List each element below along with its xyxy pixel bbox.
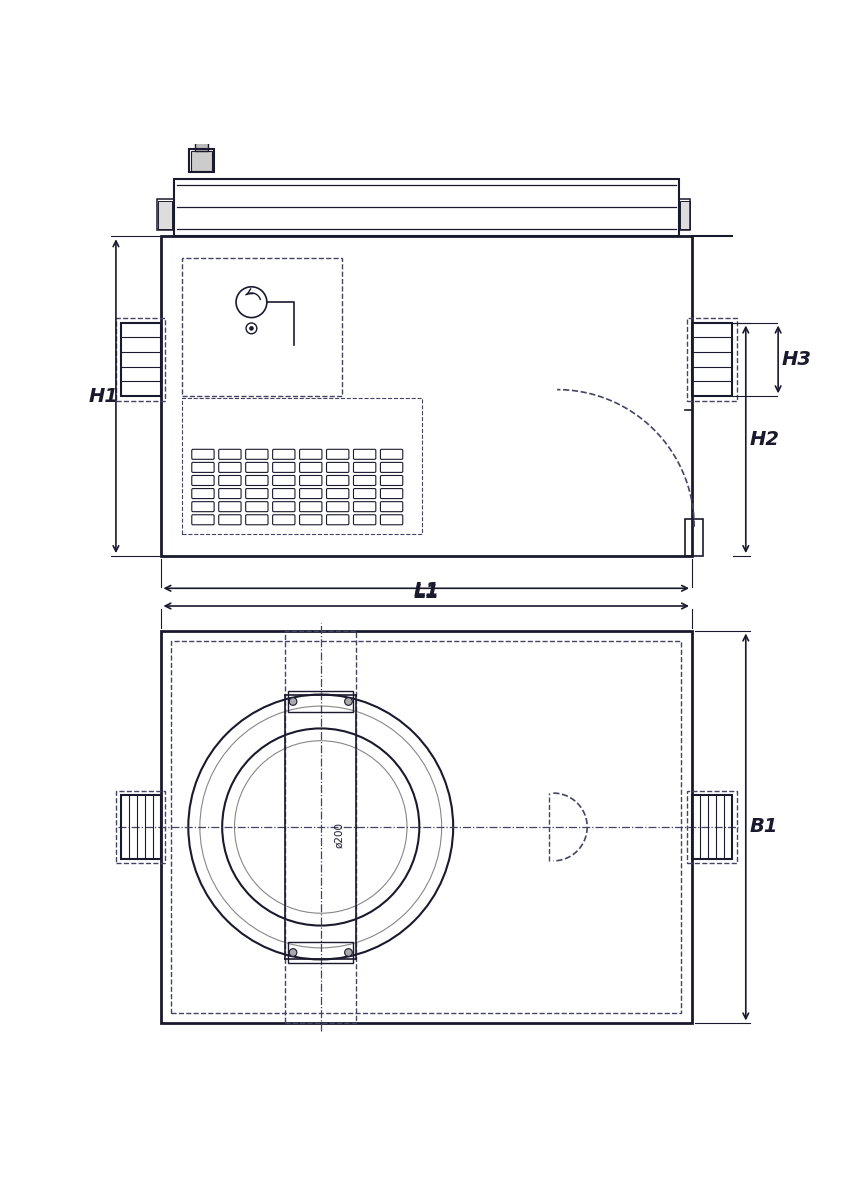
Bar — [289, 942, 353, 964]
Circle shape — [290, 697, 297, 706]
Text: H3: H3 — [782, 350, 812, 368]
Bar — [121, 323, 160, 396]
Bar — [157, 199, 173, 230]
Circle shape — [249, 326, 254, 331]
Bar — [160, 236, 692, 556]
Circle shape — [344, 697, 352, 706]
Circle shape — [290, 949, 297, 956]
Bar — [191, 151, 212, 170]
Bar — [685, 518, 703, 556]
Bar — [173, 179, 679, 236]
Bar — [195, 140, 207, 151]
Bar — [285, 631, 356, 1024]
Bar — [692, 796, 732, 858]
Text: B1: B1 — [750, 817, 779, 836]
Text: L1: L1 — [414, 581, 440, 600]
Bar — [182, 397, 422, 534]
Bar — [182, 258, 342, 396]
Bar — [679, 199, 690, 230]
Circle shape — [344, 949, 352, 956]
Text: H1: H1 — [89, 386, 119, 406]
Bar — [688, 318, 737, 401]
Text: H2: H2 — [750, 430, 779, 449]
Bar — [289, 691, 353, 713]
Bar — [688, 791, 737, 863]
Bar — [116, 318, 166, 401]
Text: L1: L1 — [414, 583, 440, 602]
Text: ø200: ø200 — [335, 822, 344, 847]
Bar — [189, 149, 214, 173]
Bar — [116, 791, 166, 863]
Bar — [680, 200, 689, 229]
Bar — [160, 631, 692, 1024]
Bar — [159, 200, 173, 229]
Bar — [172, 642, 681, 1013]
Bar — [121, 796, 160, 858]
Bar — [692, 323, 732, 396]
